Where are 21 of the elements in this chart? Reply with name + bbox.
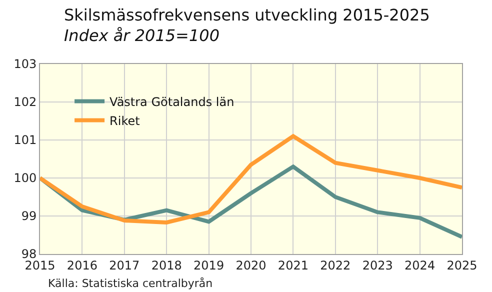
x-tick-label: 2020 [236, 258, 266, 272]
x-tick-label: 2025 [446, 258, 478, 272]
y-tick-label: 102 [14, 95, 37, 110]
legend-label: Västra Götalands län [110, 94, 234, 109]
y-tick-label: 101 [14, 133, 37, 148]
x-tick-label: 2022 [320, 258, 351, 272]
chart-subtitle: Index år 2015=100 [64, 26, 220, 46]
x-tick-label: 2019 [194, 258, 224, 272]
y-tick-label: 103 [14, 57, 37, 72]
text: Källa: Statistiska centralbyrån [48, 277, 213, 290]
y-tick-label: 100 [14, 171, 37, 186]
chart-title: Skilsmässofrekvensens utveckling 2015-2025 [64, 5, 430, 24]
x-tick-label: 2018 [151, 258, 182, 272]
legend-label: Riket [110, 114, 140, 128]
x-tick-label: 2016 [66, 258, 98, 272]
x-tick-label: 2023 [362, 258, 393, 272]
y-tick-label: 99 [21, 209, 37, 224]
x-tick-label: 2017 [109, 258, 140, 272]
x-tick-label: 2021 [278, 258, 308, 272]
line-series [40, 134, 462, 224]
x-tick-label: 2024 [404, 258, 436, 272]
